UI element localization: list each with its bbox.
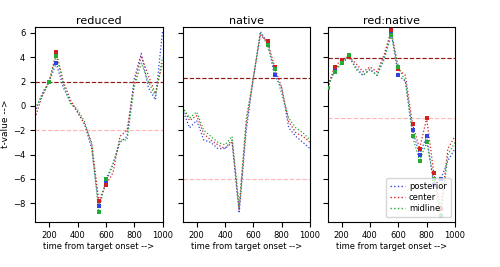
Point xyxy=(416,159,424,163)
Point xyxy=(324,85,332,90)
X-axis label: time from target onset -->: time from target onset --> xyxy=(336,242,447,251)
Point xyxy=(52,54,60,58)
Title: reduced: reduced xyxy=(76,16,122,26)
Point xyxy=(45,79,53,84)
Point xyxy=(345,55,353,59)
Point xyxy=(408,128,416,132)
Point xyxy=(430,183,438,187)
Point xyxy=(345,53,353,57)
Point xyxy=(324,85,332,90)
Point xyxy=(437,213,445,218)
Point xyxy=(330,67,338,72)
Y-axis label: t-value -->: t-value --> xyxy=(1,100,10,148)
Point xyxy=(102,180,110,185)
Point xyxy=(264,39,272,44)
Point xyxy=(264,43,272,47)
Point xyxy=(95,204,103,208)
Point xyxy=(416,152,424,157)
Point xyxy=(394,65,402,69)
Point xyxy=(324,85,332,90)
Point xyxy=(394,73,402,77)
Legend: posterior, center, midline: posterior, center, midline xyxy=(386,178,451,217)
X-axis label: time from target onset -->: time from target onset --> xyxy=(43,242,154,251)
Point xyxy=(270,65,278,69)
Point xyxy=(338,61,345,65)
Point xyxy=(408,134,416,139)
Point xyxy=(394,67,402,72)
Title: native: native xyxy=(229,16,264,26)
Point xyxy=(387,28,395,33)
Point xyxy=(45,79,53,84)
Point xyxy=(387,33,395,37)
Point xyxy=(102,183,110,187)
Point xyxy=(437,177,445,181)
Point xyxy=(437,207,445,211)
Point xyxy=(422,134,430,139)
Point xyxy=(338,57,345,62)
Point xyxy=(52,50,60,54)
Point xyxy=(52,61,60,65)
Point xyxy=(264,40,272,45)
Point xyxy=(416,146,424,151)
Point xyxy=(422,140,430,144)
Point xyxy=(387,31,395,35)
Point xyxy=(95,199,103,203)
Point xyxy=(408,122,416,126)
Point xyxy=(430,177,438,181)
Point xyxy=(95,210,103,214)
Point xyxy=(102,177,110,181)
Point xyxy=(422,116,430,120)
Point xyxy=(338,61,345,65)
Point xyxy=(270,73,278,77)
Point xyxy=(270,67,278,72)
Point xyxy=(330,70,338,74)
Title: red:native: red:native xyxy=(363,16,420,26)
Point xyxy=(345,55,353,59)
Point xyxy=(330,65,338,69)
X-axis label: time from target onset -->: time from target onset --> xyxy=(190,242,302,251)
Point xyxy=(430,171,438,175)
Point xyxy=(45,79,53,84)
